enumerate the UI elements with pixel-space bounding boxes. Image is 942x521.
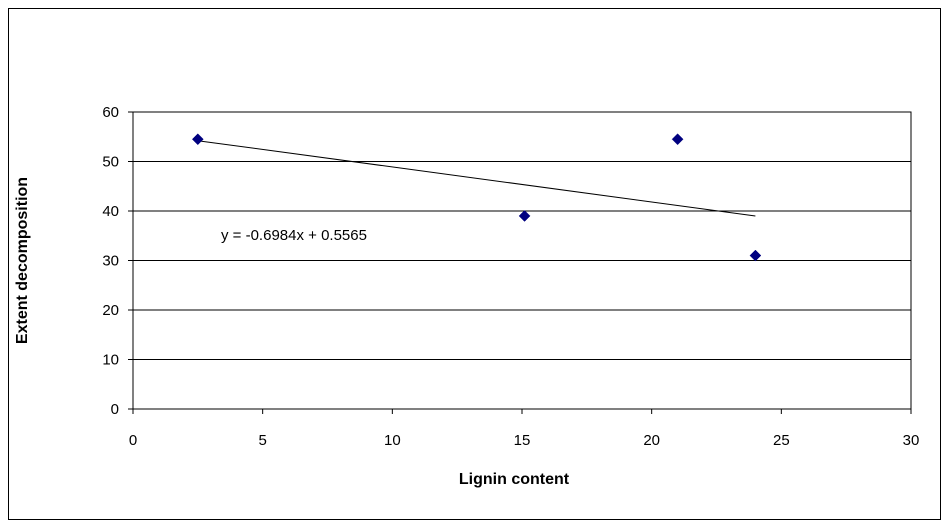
tick-labels: 0 10 20 30 40 50 60 0 5 10 15 20 25 30	[102, 104, 919, 449]
data-point	[671, 133, 684, 146]
y-tick-label: 40	[102, 203, 119, 220]
y-tick-label: 30	[102, 253, 119, 270]
x-axis-title: Lignin content	[459, 471, 570, 488]
trendline-group	[197, 140, 756, 217]
y-tick-label: 50	[102, 154, 119, 171]
data-point	[518, 210, 531, 222]
y-tick-label: 10	[102, 352, 119, 369]
data-point	[191, 133, 204, 146]
trendline-equation: y = -0.6984x + 0.5565	[221, 227, 367, 244]
x-tick-label: 10	[384, 432, 401, 449]
trendline	[197, 140, 756, 217]
data-point	[749, 249, 762, 262]
y-axis-title: Extent decomposition	[14, 177, 31, 344]
gridlines	[133, 111, 911, 360]
y-tick-label: 60	[102, 104, 119, 121]
axes	[128, 111, 912, 414]
x-tick-label: 5	[258, 432, 266, 449]
x-tick-label: 15	[514, 432, 531, 449]
data-points	[191, 133, 762, 262]
y-tick-label: 20	[102, 302, 119, 319]
x-tick-label: 0	[129, 432, 137, 449]
x-tick-label: 30	[903, 432, 920, 449]
y-tick-label: 0	[111, 401, 119, 418]
x-tick-label: 20	[643, 432, 660, 449]
x-tick-label: 25	[773, 432, 790, 449]
